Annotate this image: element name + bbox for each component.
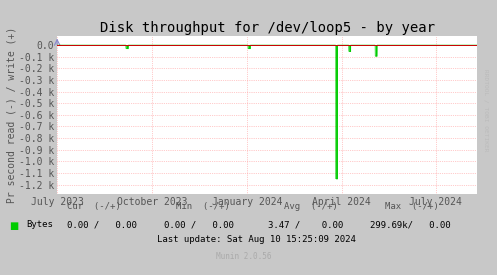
Text: Avg  (-/+): Avg (-/+) bbox=[284, 202, 338, 211]
Text: Last update: Sat Aug 10 15:25:09 2024: Last update: Sat Aug 10 15:25:09 2024 bbox=[157, 235, 355, 244]
Text: 0.00 /   0.00: 0.00 / 0.00 bbox=[67, 220, 137, 229]
Text: 0.00 /   0.00: 0.00 / 0.00 bbox=[164, 220, 234, 229]
Title: Disk throughput for /dev/loop5 - by year: Disk throughput for /dev/loop5 - by year bbox=[99, 21, 435, 35]
Text: 299.69k/   0.00: 299.69k/ 0.00 bbox=[370, 220, 451, 229]
Text: Cur  (-/+): Cur (-/+) bbox=[67, 202, 121, 211]
Text: Munin 2.0.56: Munin 2.0.56 bbox=[216, 252, 272, 261]
Y-axis label: Pr second read (-) / write (+): Pr second read (-) / write (+) bbox=[6, 27, 16, 203]
Text: ■: ■ bbox=[9, 221, 18, 231]
Text: Min  (-/+): Min (-/+) bbox=[176, 202, 230, 211]
Text: Bytes: Bytes bbox=[26, 220, 53, 229]
Text: Max  (-/+): Max (-/+) bbox=[385, 202, 439, 211]
Text: RRDTOOL / TOBI OETIKER: RRDTOOL / TOBI OETIKER bbox=[484, 69, 489, 151]
Text: 3.47 /    0.00: 3.47 / 0.00 bbox=[268, 220, 343, 229]
